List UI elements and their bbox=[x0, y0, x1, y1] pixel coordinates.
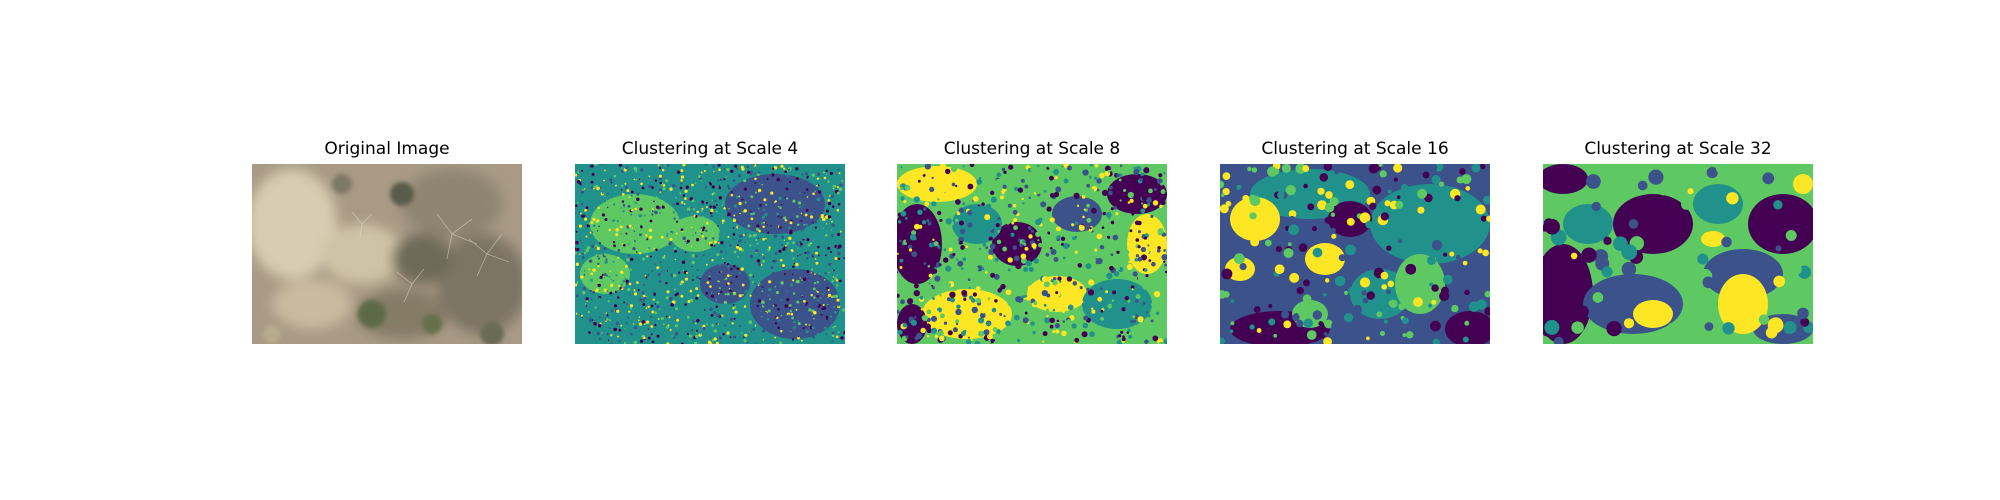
panel-scale-32: Clustering at Scale 32 bbox=[1543, 0, 1813, 500]
panel-scale-4: Clustering at Scale 4 bbox=[575, 0, 845, 500]
panel-title: Clustering at Scale 4 bbox=[621, 139, 799, 159]
panel-scale-16: Clustering at Scale 16 bbox=[1220, 0, 1490, 500]
cluster-map-scale-4 bbox=[575, 164, 845, 344]
original-aerial-photo bbox=[252, 164, 522, 344]
cluster-map-scale-32 bbox=[1543, 164, 1813, 344]
panel-title: Clustering at Scale 32 bbox=[1584, 139, 1772, 159]
panel-title: Clustering at Scale 8 bbox=[943, 139, 1121, 159]
panel-title: Original Image bbox=[324, 139, 450, 159]
panel-scale-8: Clustering at Scale 8 bbox=[897, 0, 1167, 500]
cluster-map-scale-16 bbox=[1220, 164, 1490, 344]
cluster-map-scale-8 bbox=[897, 164, 1167, 344]
panel-title: Clustering at Scale 16 bbox=[1261, 139, 1449, 159]
panel-original-image: Original Image bbox=[252, 0, 522, 500]
